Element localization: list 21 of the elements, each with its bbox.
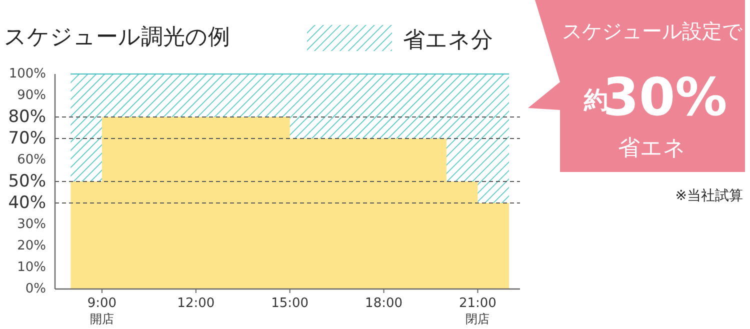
x-tick-label: 21:00 閉店	[458, 296, 496, 326]
chart-title: スケジュール調光の例	[4, 25, 230, 50]
y-tick-label: 10%	[17, 260, 46, 275]
text: スケジュール設定で	[562, 19, 743, 43]
x-tick-label: 18:00	[365, 296, 403, 311]
y-tick-label: 100%	[8, 66, 46, 82]
legend-label: 省エネ分	[403, 28, 493, 53]
y-tick-label: 20%	[17, 238, 46, 254]
text: ※当社試算	[675, 188, 743, 204]
x-tick-label: 12:00	[177, 296, 215, 311]
x-tick-label: 15:00	[271, 296, 309, 311]
y-tick-label: 50%	[8, 172, 46, 192]
y-tick-label: 30%	[17, 217, 46, 232]
y-tick-label: 80%	[8, 107, 46, 127]
x-tick-label: 9:00 開店	[87, 296, 117, 326]
y-tick-label: 0%	[25, 282, 46, 296]
y-tick-label: 90%	[17, 88, 46, 103]
y-tick-label: 70%	[8, 128, 46, 148]
y-tick-label: 60%	[17, 152, 46, 168]
y-tick-label: 40%	[8, 193, 46, 213]
text: 省エネ	[618, 136, 686, 161]
